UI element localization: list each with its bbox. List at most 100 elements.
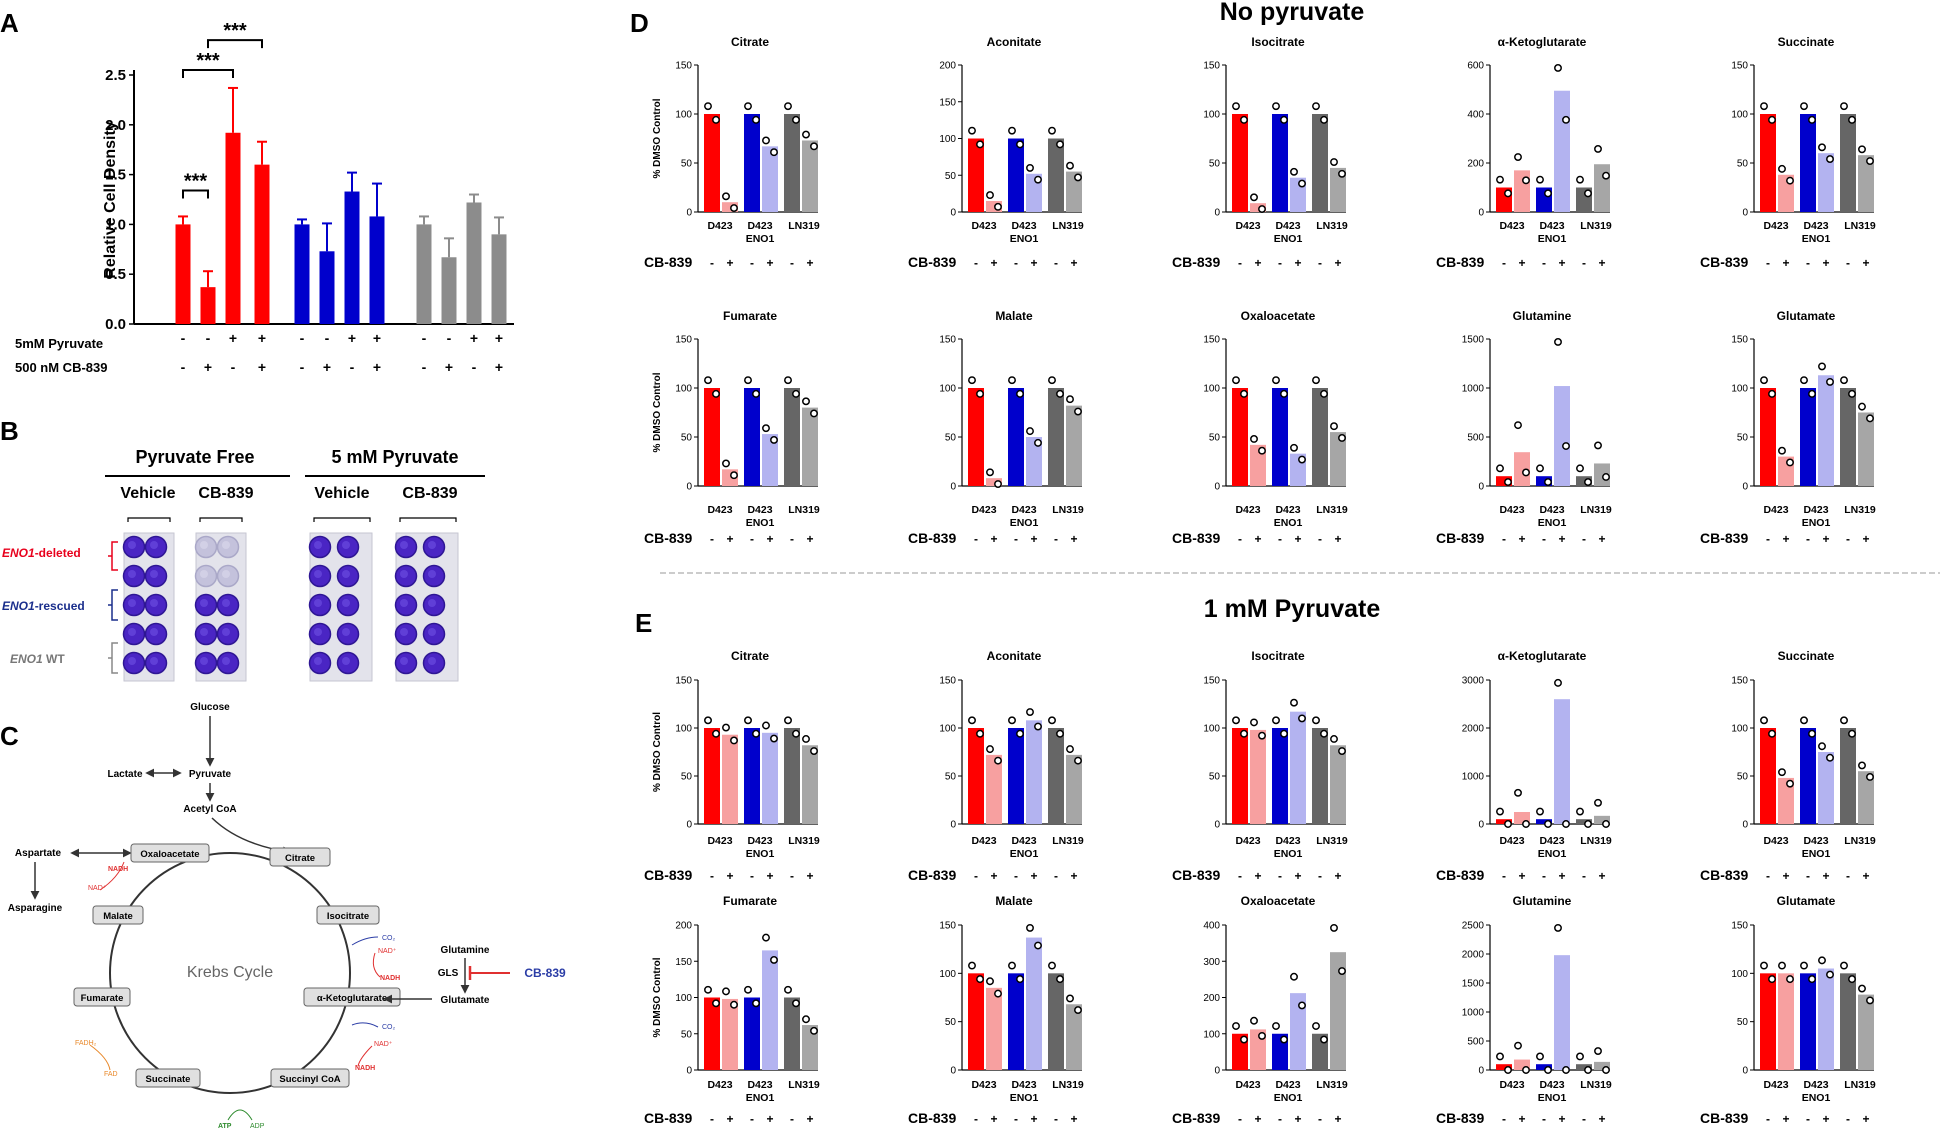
chart-ytick-label: 400	[1467, 110, 1484, 121]
chart-cat-label: LN319	[788, 220, 820, 232]
chart-bar	[1760, 388, 1776, 486]
chart-point	[1298, 1001, 1306, 1010]
chart-point	[1594, 798, 1602, 807]
atp-label: ATP	[218, 1123, 232, 1130]
chart-ytick-label: 0	[1742, 820, 1748, 831]
nad-label-2: NAD⁺	[378, 948, 397, 955]
lactate-label: Lactate	[107, 769, 142, 780]
chart-point	[1826, 155, 1834, 164]
chart-point	[722, 192, 730, 201]
chart-point	[1290, 443, 1298, 452]
chart-sign: -	[1054, 256, 1058, 270]
chart-ytick-label: 0	[1478, 208, 1484, 219]
chart-point	[730, 736, 738, 745]
chart-E-fumarate: Fumarate 0 50 100 150 200 % DMSO Control D423 D4…	[644, 894, 820, 1126]
chart-sign: -	[750, 256, 754, 270]
chart-ytick-label: 100	[1203, 1029, 1220, 1040]
panel-a-sig-bracket	[182, 69, 234, 79]
asparagine-label: Asparagine	[8, 903, 63, 914]
plate-well-highlight	[128, 570, 136, 578]
plate-well-highlight	[222, 570, 230, 578]
panel-e-letter: E	[635, 608, 652, 638]
chart-bar	[744, 997, 760, 1070]
chart-sign: -	[1238, 869, 1242, 883]
chart-point	[994, 480, 1002, 488]
chart-point	[1056, 140, 1064, 149]
chart-sign: -	[1054, 1112, 1058, 1126]
chart-point	[1778, 961, 1786, 970]
plate-well-highlight	[400, 599, 408, 607]
chart-cat-label: LN319	[1844, 1079, 1876, 1091]
panel-a-row1-sign: -	[325, 330, 330, 346]
chart-point	[722, 987, 730, 996]
plate-well-highlight	[222, 599, 230, 607]
chart-point	[1320, 115, 1328, 124]
glutamate-label: Glutamate	[441, 995, 490, 1006]
chart-sign: -	[1846, 532, 1850, 546]
chart-cat-label: LN319	[1052, 504, 1084, 516]
panel-b-sub3: Vehicle	[314, 485, 369, 502]
plate-well-highlight	[314, 599, 322, 607]
chart-sign: -	[790, 869, 794, 883]
panel-a-row2-sign: +	[258, 359, 266, 375]
chart-sign: +	[1518, 532, 1525, 546]
chart-point	[730, 1000, 738, 1009]
chart-point	[1808, 729, 1816, 738]
chart-ytick-label: 100	[1731, 724, 1748, 735]
chart-ylabel: % DMSO Control	[652, 98, 663, 178]
chart-sign: +	[1598, 532, 1605, 546]
chart-point	[1536, 175, 1544, 184]
plate-well-highlight	[128, 541, 136, 549]
chart-cat-label: D423	[1275, 220, 1300, 232]
chart-cat-label: LN319	[1316, 835, 1348, 847]
chart-cat-label: ENO1	[1274, 848, 1303, 860]
chart-ytick-label: 1000	[1462, 772, 1485, 783]
chart-point	[1320, 1035, 1328, 1044]
chart-point	[1594, 441, 1602, 450]
chart-sign: -	[1502, 532, 1506, 546]
chart-bar	[1800, 114, 1816, 212]
chart-point	[1034, 941, 1042, 950]
chart-bar	[1250, 203, 1266, 212]
plate-well-highlight	[150, 657, 158, 665]
chart-cat-label: LN319	[788, 504, 820, 516]
chart-ytick-label: 50	[681, 159, 693, 170]
plate-well-highlight	[222, 628, 230, 636]
chart-bar	[1554, 699, 1570, 824]
chart-ytick-label: 0	[1478, 482, 1484, 493]
chart-bar	[704, 114, 720, 212]
plate-bracket	[399, 517, 457, 522]
chart-point	[1330, 735, 1338, 743]
plate-well-highlight	[400, 541, 408, 549]
chart-bar	[722, 202, 738, 212]
chart-point	[1280, 729, 1288, 738]
chart-ytick-label: 200	[1203, 993, 1220, 1004]
cycle-node-box	[92, 905, 144, 925]
chart-point	[1240, 115, 1248, 124]
chart-point	[712, 999, 720, 1008]
chart-cb839-label: CB-839	[1700, 254, 1748, 270]
panel-a-sig-bracket	[182, 189, 209, 199]
panel-a-row2-sign: +	[373, 359, 381, 375]
chart-point	[1768, 115, 1776, 124]
panel-b-sub2: CB-839	[198, 485, 253, 502]
chart-point	[1576, 1052, 1584, 1061]
chart-sign: -	[1318, 532, 1322, 546]
chart-point	[1786, 779, 1794, 788]
nadh-label-2: NADH	[380, 975, 400, 982]
panel-d-title: No pyruvate	[1220, 0, 1365, 26]
chart-point	[1240, 1035, 1248, 1044]
co2-curve-1	[351, 936, 379, 946]
chart-point	[1818, 143, 1826, 152]
chart-point	[784, 376, 792, 385]
co2-label-1: CO₂	[382, 935, 396, 942]
panel-d-letter: D	[630, 8, 649, 38]
chart-cat-label: D423	[1763, 835, 1788, 847]
panel-b-row3-bracket	[108, 642, 118, 674]
chart-point	[784, 716, 792, 725]
glucose-label: Glucose	[190, 702, 230, 713]
chart-bar	[1048, 138, 1064, 212]
chart-bar	[1778, 777, 1794, 824]
